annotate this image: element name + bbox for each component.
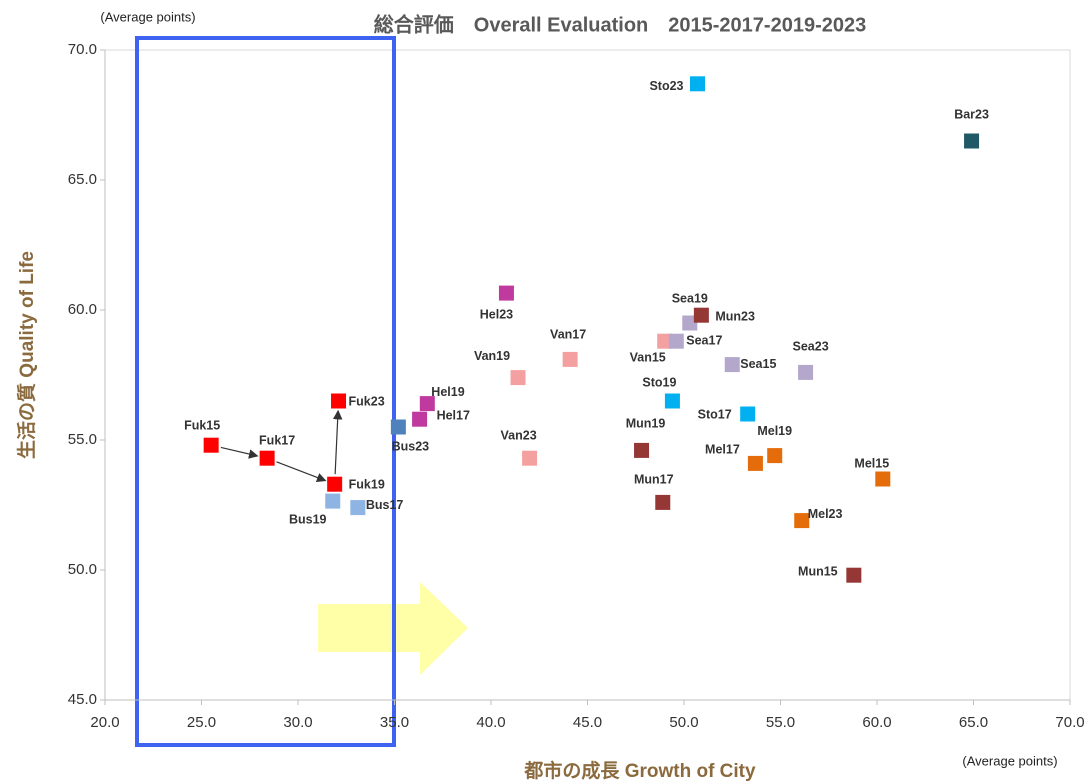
point-label: Hel19 [431,385,464,399]
path-arrow [220,446,259,459]
y-tick-label: 60.0 [68,301,97,318]
point [522,450,538,466]
point [498,285,514,301]
point [331,393,347,409]
point-label: Van17 [550,328,586,342]
point [419,396,435,412]
y-tick-label: 70.0 [68,41,97,58]
y-tick-label: 55.0 [68,431,97,448]
y-tick-label: 65.0 [68,171,97,188]
point [390,419,406,435]
y-axis-label: 生活の質 Quality of Life [15,251,38,459]
x-tick-label: 65.0 [959,714,988,731]
point [682,315,698,331]
x-tick-label: 20.0 [90,714,119,731]
point [846,567,862,583]
point [327,476,343,492]
point-label: Sto17 [698,407,732,421]
point-label: Van19 [474,349,510,363]
point [325,493,341,509]
point [664,393,680,409]
y-tick-label: 50.0 [68,561,97,578]
x-tick-label: 30.0 [283,714,312,731]
point-label: Fuk17 [259,433,295,447]
point-label: Bus17 [366,498,404,512]
point [724,357,740,373]
point [657,333,673,349]
point-label: Hel23 [480,307,513,321]
point-label: Sea23 [793,340,829,354]
point [794,513,810,529]
point-label: Fuk23 [349,394,385,408]
point-label: Sea15 [740,357,776,371]
point-label: Sto19 [642,375,676,389]
x-tick-label: 60.0 [862,714,891,731]
point-label: Bar23 [954,107,989,121]
point [740,406,756,422]
x-tick-label: 50.0 [669,714,698,731]
point-label: Hel17 [437,408,470,422]
x-tick-label: 35.0 [380,714,409,731]
point [875,471,891,487]
point [634,442,650,458]
point-label: Bus19 [289,512,327,526]
plot-frame [104,49,1071,701]
point-label: Mun23 [715,309,755,323]
point-label: Van23 [501,428,537,442]
point-label: Bus23 [392,439,430,453]
point [747,455,763,471]
point [259,450,275,466]
point-label: Mel23 [808,507,843,521]
y-tick-label: 45.0 [68,691,97,708]
x-tick-label: 55.0 [766,714,795,731]
point [510,370,526,386]
point-label: Sea17 [686,333,722,347]
x-tick-label: 40.0 [476,714,505,731]
chart-title: 総合評価 Overall Evaluation 2015-2017-2019-2… [374,12,866,36]
path-arrow [276,461,327,483]
point [798,364,814,380]
point [693,307,709,323]
point-label: Mun19 [626,417,666,431]
annotation: (Average points) [962,753,1057,768]
point [412,411,428,427]
highlight-box [135,36,396,747]
x-tick-label: 45.0 [573,714,602,731]
x-tick-label: 25.0 [187,714,216,731]
point-label: Fuk19 [349,477,385,491]
point [964,133,980,149]
point [767,448,783,464]
point [668,333,684,349]
x-tick-label: 70.0 [1055,714,1084,731]
path-arrow [332,409,343,475]
point [562,351,578,367]
point-label: Mel17 [705,443,740,457]
point-label: Mun15 [798,564,838,578]
point [203,437,219,453]
point-label: Mel19 [757,424,792,438]
point [350,500,366,516]
point [655,494,671,510]
point-label: Van15 [630,350,666,364]
point-label: Mun17 [634,473,674,487]
point-label: Fuk15 [184,418,220,432]
point [690,76,706,92]
x-axis-label: 都市の成長 Growth of City [523,759,756,782]
annotation: (Average points) [100,9,195,24]
point-label: Mel15 [854,456,889,470]
point-label: Sto23 [649,79,683,93]
point-label: Sea19 [672,291,708,305]
